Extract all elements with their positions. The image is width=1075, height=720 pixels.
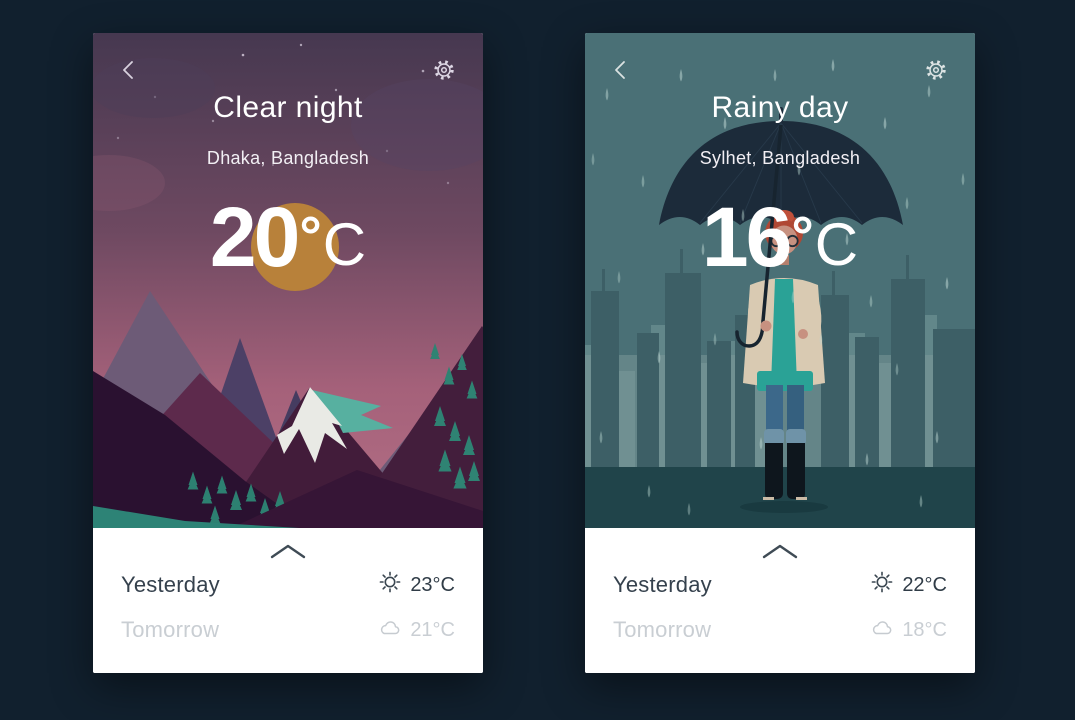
degree-symbol: ° bbox=[791, 204, 813, 267]
expand-button[interactable] bbox=[755, 541, 805, 561]
forecast-temp: 18°C bbox=[902, 618, 947, 641]
location-label: Dhaka, Bangladesh bbox=[206, 148, 370, 168]
gear-icon bbox=[925, 60, 947, 84]
weather-card-clear-night: Clear night Dhaka, Bangladesh 20°C Yeste… bbox=[93, 33, 483, 673]
temperature-unit: C bbox=[814, 211, 859, 278]
temperature-value: 20 bbox=[209, 190, 300, 284]
current-temperature: 16°C bbox=[585, 189, 975, 286]
cloud-icon bbox=[870, 618, 894, 643]
temperature-value: 16 bbox=[701, 190, 792, 284]
forecast-panel: Yesterday 23°C Tomorrow 21°C bbox=[93, 528, 483, 673]
forecast-row-tomorrow[interactable]: Tomorrow 21°C bbox=[121, 617, 455, 643]
chevron-up-icon bbox=[761, 544, 799, 562]
current-temperature: 20°C bbox=[93, 189, 483, 286]
temperature-unit: C bbox=[322, 211, 367, 278]
forecast-row-tomorrow[interactable]: Tomorrow 18°C bbox=[613, 617, 947, 643]
chevron-left-icon bbox=[121, 61, 135, 84]
forecast-row-yesterday[interactable]: Yesterday 22°C bbox=[613, 570, 947, 600]
chevron-up-icon bbox=[269, 544, 307, 562]
settings-button[interactable] bbox=[433, 59, 455, 81]
night-scene-illustration bbox=[93, 33, 483, 528]
forecast-day-label: Yesterday bbox=[121, 572, 220, 597]
expand-button[interactable] bbox=[263, 541, 313, 561]
sun-icon bbox=[870, 570, 894, 600]
cloud-icon bbox=[378, 618, 402, 643]
night-scene: Clear night Dhaka, Bangladesh 20°C bbox=[93, 33, 483, 528]
weather-card-rainy-day: Rainy day Sylhet, Bangladesh 16°C Yester… bbox=[585, 33, 975, 673]
forecast-row-yesterday[interactable]: Yesterday 23°C bbox=[121, 570, 455, 600]
forecast-panel: Yesterday 22°C Tomorrow 18°C bbox=[585, 528, 975, 673]
back-button[interactable] bbox=[613, 59, 627, 81]
forecast-temp: 22°C bbox=[902, 573, 947, 596]
degree-symbol: ° bbox=[299, 204, 321, 267]
rain-scene: Rainy day Sylhet, Bangladesh 16°C bbox=[585, 33, 975, 528]
back-button[interactable] bbox=[121, 59, 135, 81]
chevron-left-icon bbox=[613, 61, 627, 84]
forecast-day-label: Tomorrow bbox=[121, 617, 220, 642]
forecast-day-label: Tomorrow bbox=[613, 617, 712, 642]
settings-button[interactable] bbox=[925, 59, 947, 81]
rain-scene-illustration bbox=[585, 33, 975, 528]
condition-title: Rainy day bbox=[711, 91, 849, 124]
forecast-day-label: Yesterday bbox=[613, 572, 712, 597]
condition-title: Clear night bbox=[213, 91, 363, 124]
forecast-temp: 21°C bbox=[410, 618, 455, 641]
forecast-temp: 23°C bbox=[410, 573, 455, 596]
sun-icon bbox=[378, 570, 402, 600]
location-label: Sylhet, Bangladesh bbox=[699, 148, 861, 168]
gear-icon bbox=[433, 60, 455, 84]
